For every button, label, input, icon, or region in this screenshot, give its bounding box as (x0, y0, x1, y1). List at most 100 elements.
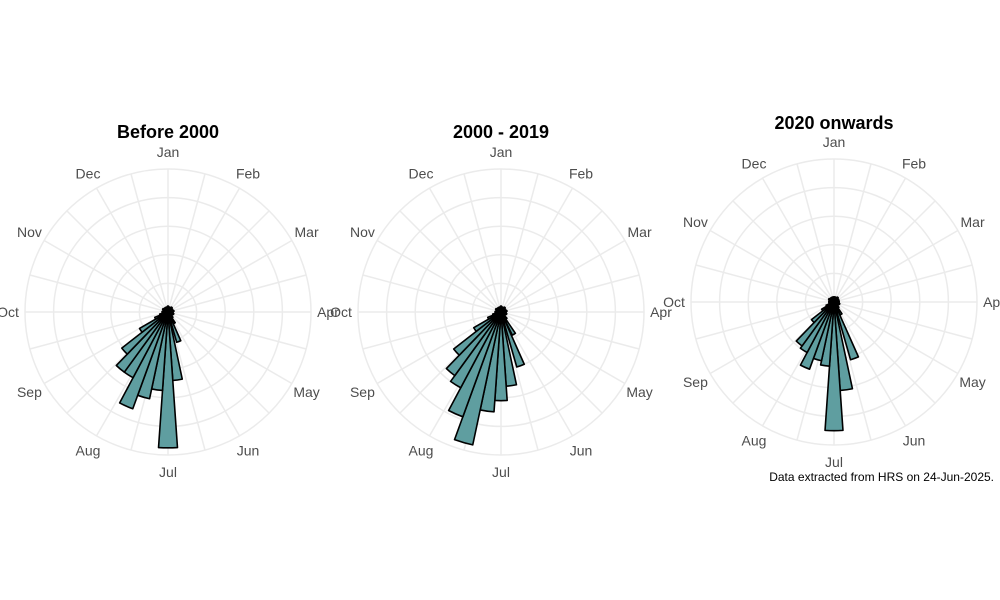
month-label: Aug (409, 443, 434, 459)
month-label: Jan (823, 134, 846, 150)
grid-spoke (130, 173, 169, 313)
polar-bar (501, 316, 526, 368)
polar-bar (834, 306, 860, 361)
month-label: Jan (157, 144, 180, 160)
month-label: Dec (76, 165, 101, 181)
month-label: Mar (628, 224, 652, 240)
grid-spoke (500, 311, 626, 385)
grid-spoke (709, 229, 835, 303)
polar-bar (810, 304, 831, 324)
month-label: Mar (961, 214, 985, 230)
grid-spoke (695, 264, 835, 303)
month-label: Mar (295, 224, 319, 240)
grid-spoke (167, 274, 307, 313)
grid-spoke (362, 311, 502, 350)
polar-hub (162, 306, 174, 318)
month-label: Feb (569, 165, 593, 181)
month-label: May (959, 374, 985, 390)
month-label: Oct (663, 294, 685, 310)
grid-spoke (66, 210, 169, 313)
grid-spoke (167, 173, 206, 313)
grid-spoke (167, 311, 307, 350)
polar-panel-before-2000: Before 2000 Jan Feb Mar Apr May Jun Jul Aug Sep O… (0, 122, 339, 480)
month-label: Sep (683, 374, 708, 390)
polar-bar (836, 305, 840, 309)
polar-bar (824, 307, 844, 432)
grid-spoke (833, 200, 936, 303)
grid-spoke (833, 229, 959, 303)
panel-title: Before 2000 (117, 122, 219, 142)
month-label: Feb (902, 155, 926, 171)
polar-hub (828, 296, 840, 308)
month-label: Dec (742, 155, 767, 171)
grid-spoke (167, 311, 293, 385)
month-label: May (626, 384, 652, 400)
grid-spoke (500, 311, 603, 414)
month-label: Nov (683, 214, 708, 230)
month-label: Oct (330, 304, 352, 320)
grid-spoke (500, 187, 574, 313)
polar-bar (502, 316, 517, 336)
month-label: Sep (350, 384, 375, 400)
grid-spoke (500, 173, 539, 313)
month-label: Feb (236, 165, 260, 181)
month-label: Dec (409, 165, 434, 181)
month-label: Oct (0, 304, 19, 320)
month-label: Jun (903, 433, 926, 449)
month-label: Nov (17, 224, 42, 240)
grid-spoke (833, 177, 907, 303)
polar-bar (158, 312, 164, 317)
grid-spoke (709, 301, 835, 375)
grid-spoke (695, 301, 835, 340)
grid-spoke (43, 239, 169, 313)
grid-spoke (376, 239, 502, 313)
grid-spoke (732, 200, 835, 303)
grid-spoke (833, 301, 959, 375)
grid-spoke (167, 187, 241, 313)
grid-spoke (428, 187, 502, 313)
panel-title: 2000 - 2019 (453, 122, 549, 142)
polar-bar (168, 316, 182, 344)
grid-spoke (500, 274, 640, 313)
grid-spoke (833, 301, 907, 427)
month-label: Jul (492, 464, 510, 480)
polar-bar (491, 312, 497, 317)
polar-bar (795, 305, 832, 347)
grid-spoke (29, 274, 169, 313)
grid-spoke (167, 311, 241, 437)
grid-spoke (167, 239, 293, 313)
month-label: Jul (825, 454, 843, 470)
grid-spoke (833, 264, 973, 303)
polar-panel-2000-2019: 2000 - 2019 Jan Feb Mar Apr May Jun Jul Aug Sep O… (330, 122, 672, 480)
month-label: Jul (159, 464, 177, 480)
month-label: Sep (17, 384, 42, 400)
polar-bar (170, 315, 174, 319)
month-label: Jun (237, 443, 260, 459)
polar-bar (169, 316, 176, 325)
polar-bar (472, 314, 498, 333)
month-label: Apr (650, 304, 672, 320)
polar-bar (825, 303, 830, 308)
source-caption: Data extracted from HRS on 24-Jun-2025. (769, 470, 994, 484)
panel-title: 2020 onwards (774, 113, 893, 133)
polar-bar (835, 306, 843, 316)
month-label: Jan (490, 144, 513, 160)
grid-spoke (500, 210, 603, 313)
polar-hub (495, 306, 507, 318)
grid-spoke (399, 210, 502, 313)
month-label: May (293, 384, 319, 400)
grid-spoke (833, 301, 936, 404)
grid-spoke (500, 311, 640, 350)
grid-spoke (796, 163, 835, 303)
month-label: Aug (742, 433, 767, 449)
grid-spoke (362, 274, 502, 313)
month-label: Apr (317, 304, 339, 320)
month-label: Jun (570, 443, 593, 459)
polar-bar (452, 314, 498, 357)
grid-spoke (95, 187, 169, 313)
month-label: Aug (76, 443, 101, 459)
grid-spoke (500, 239, 626, 313)
grid-spoke (833, 163, 872, 303)
grid-spoke (29, 311, 169, 350)
